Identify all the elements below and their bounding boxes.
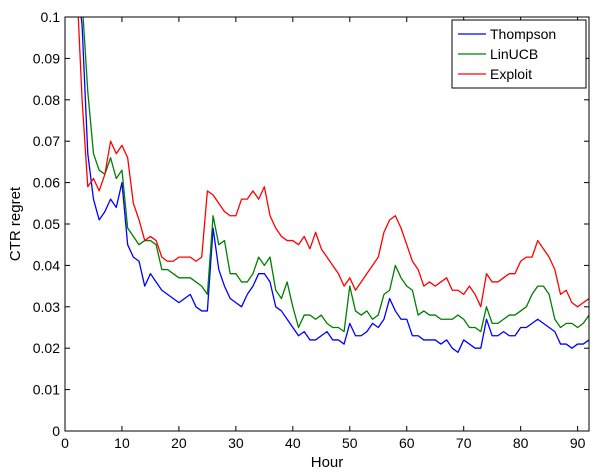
- y-tick-label: 0.06: [33, 175, 60, 191]
- y-tick-label: 0.07: [33, 133, 60, 149]
- legend-label-exploit: Exploit: [490, 66, 532, 82]
- x-tick-label: 90: [570, 435, 586, 451]
- legend: Thompson LinUCB Exploit: [451, 19, 587, 89]
- x-tick-label: 30: [228, 435, 244, 451]
- series-line-linucb: [82, 17, 589, 333]
- x-tick-label: 40: [285, 435, 301, 451]
- series-line-thompson: [80, 17, 589, 353]
- x-tick-label: 10: [114, 435, 130, 451]
- x-axis-label: Hour: [311, 454, 344, 471]
- series-layer: [77, 17, 589, 353]
- legend-label-linucb: LinUCB: [490, 46, 538, 62]
- y-tick-label: 0.04: [33, 257, 60, 273]
- axes-layer: 0 10 20 30 40 50 60 70 80 90 0 0.01 0.02 0.03 0.04 0.05…: [33, 9, 590, 451]
- y-tick-label: 0: [52, 423, 60, 439]
- y-tick-label: 0.01: [33, 382, 60, 398]
- y-tick-label: 0.05: [33, 216, 60, 232]
- series-line-exploit: [77, 17, 589, 308]
- y-tick-label: 0.02: [33, 340, 60, 356]
- x-tick-label: 50: [342, 435, 358, 451]
- x-tick-label: 80: [513, 435, 529, 451]
- y-axis-label: CTR regret: [7, 186, 24, 261]
- y-tick-label: 0.09: [33, 50, 60, 66]
- x-tick-label: 20: [171, 435, 187, 451]
- legend-label-thompson: Thompson: [490, 26, 556, 42]
- y-tick-label: 0.08: [33, 92, 60, 108]
- x-tick-label: 0: [61, 435, 69, 451]
- y-tick-label: 0.03: [33, 299, 60, 315]
- y-tick-label: 0.1: [41, 9, 61, 25]
- x-tick-label: 60: [399, 435, 415, 451]
- x-tick-label: 70: [456, 435, 472, 451]
